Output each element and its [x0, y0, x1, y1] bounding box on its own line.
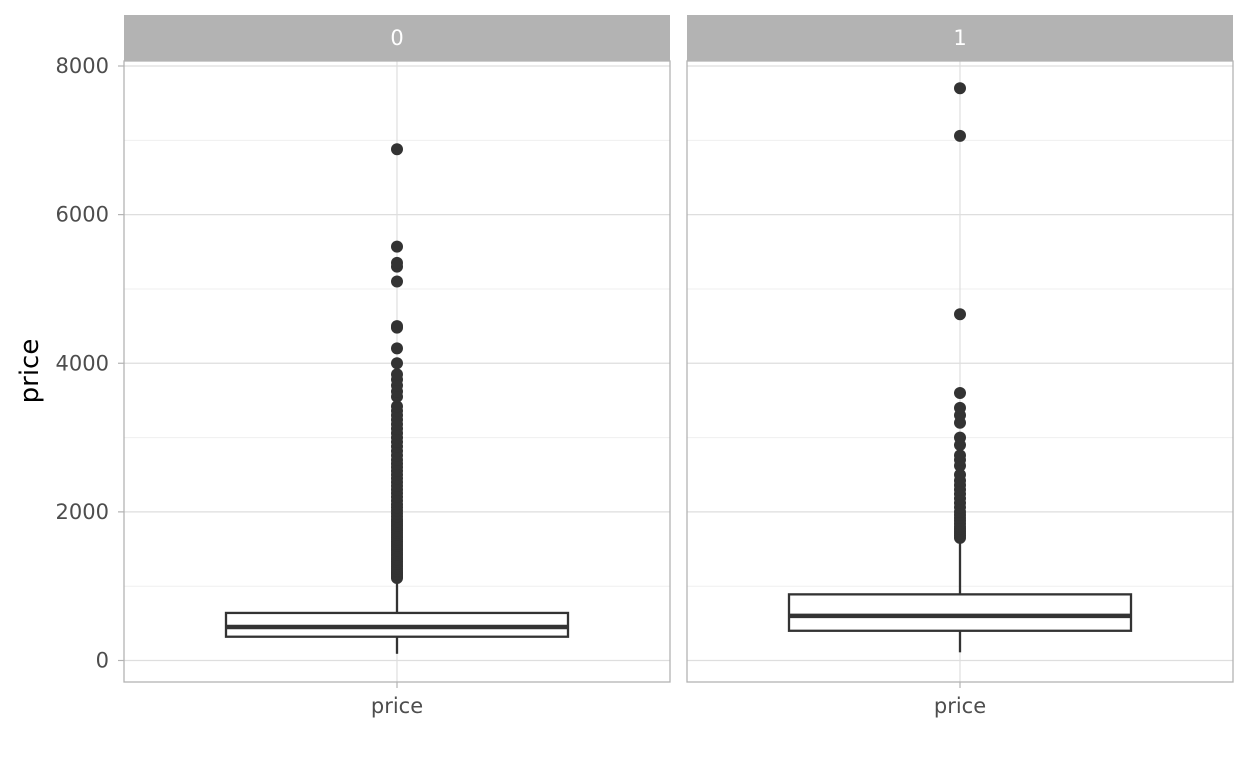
facet-panel-1: 1 price — [686, 15, 1234, 718]
facet-panels: 0 price 1 price — [123, 15, 1234, 718]
facet-strip-label: 0 — [390, 26, 403, 50]
y-axis-ticks: 0 2000 4000 6000 8000 — [56, 54, 124, 673]
outlier-point — [391, 320, 403, 333]
outlier-point — [954, 308, 966, 321]
facet-panel-0: 0 price — [123, 15, 671, 718]
box-iqr — [787, 593, 1133, 632]
facet-strip — [687, 15, 1233, 61]
outlier-point — [391, 240, 403, 253]
y-axis-title: price — [15, 339, 45, 404]
y-tick-label: 8000 — [56, 54, 109, 78]
y-tick-label: 4000 — [56, 351, 109, 375]
x-tick-label: price — [934, 694, 986, 718]
y-tick-label: 2000 — [56, 500, 109, 524]
outlier-point — [391, 368, 403, 381]
outlier-point — [391, 256, 403, 269]
outlier-point — [954, 386, 966, 399]
outlier-point — [391, 400, 403, 413]
facet-strip — [124, 15, 670, 61]
outlier-point — [391, 357, 403, 370]
outlier-point — [954, 449, 966, 462]
outlier-point — [391, 275, 403, 288]
facet-strip-label: 1 — [953, 26, 966, 50]
outlier-point — [954, 129, 966, 142]
outlier-point — [391, 143, 403, 156]
x-tick-label: price — [371, 694, 423, 718]
outlier-point — [954, 431, 966, 444]
outlier-point — [954, 468, 966, 481]
outlier-point — [954, 82, 966, 95]
y-tick-label: 6000 — [56, 203, 109, 227]
outlier-point — [954, 401, 966, 414]
outlier-point — [391, 342, 403, 355]
y-tick-label: 0 — [96, 649, 109, 673]
